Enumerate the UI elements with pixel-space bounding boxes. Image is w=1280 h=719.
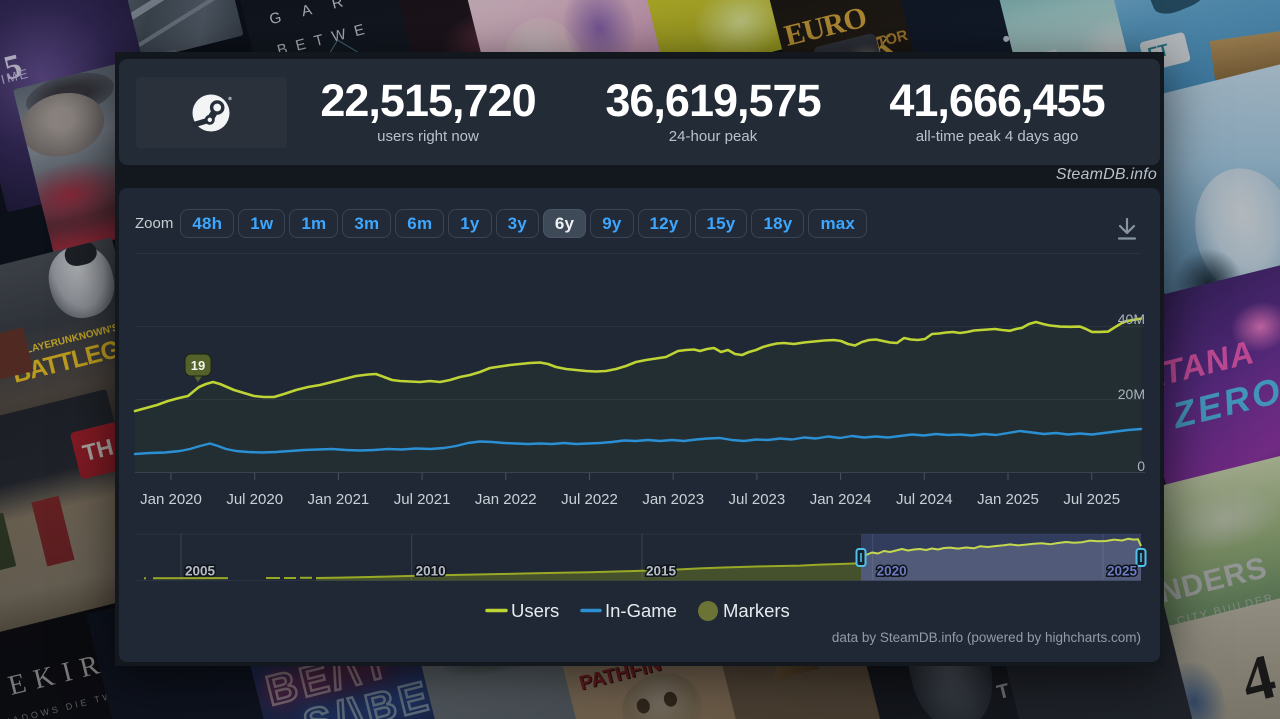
svg-text:2020: 2020 [877,564,907,579]
svg-text:2015: 2015 [646,564,677,579]
svg-text:40M: 40M [1118,311,1145,327]
svg-text:Jul 2025: Jul 2025 [1063,491,1120,508]
svg-text:Jul 2024: Jul 2024 [896,491,953,508]
svg-text:Jan 2024: Jan 2024 [810,491,872,508]
svg-text:Jan 2021: Jan 2021 [308,491,370,508]
svg-text:19: 19 [191,358,205,373]
svg-text:Jan 2020: Jan 2020 [140,491,202,508]
svg-text:data by SteamDB.info (powered: data by SteamDB.info (powered by highcha… [832,630,1141,645]
svg-text:2025: 2025 [1107,564,1138,579]
svg-text:2005: 2005 [185,564,216,579]
svg-text:20M: 20M [1118,386,1145,402]
svg-text:Jul 2020: Jul 2020 [226,491,283,508]
svg-text:Jul 2023: Jul 2023 [729,491,786,508]
svg-text:Markers: Markers [723,600,790,621]
svg-text:Jan 2025: Jan 2025 [977,491,1039,508]
svg-text:Jan 2022: Jan 2022 [475,491,537,508]
svg-text:0: 0 [1137,458,1145,474]
svg-text:Users: Users [511,600,559,621]
svg-text:Jul 2022: Jul 2022 [561,491,618,508]
svg-text:2010: 2010 [416,564,446,579]
svg-text:Jul 2021: Jul 2021 [394,491,451,508]
svg-text:In-Game: In-Game [605,600,677,621]
svg-text:Jan 2023: Jan 2023 [642,491,704,508]
